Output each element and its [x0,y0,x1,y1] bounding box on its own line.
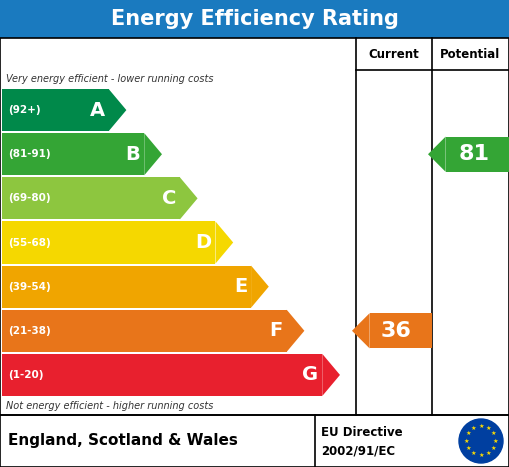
Text: 2002/91/EC: 2002/91/EC [321,445,395,458]
Text: Energy Efficiency Rating: Energy Efficiency Rating [110,9,399,29]
Circle shape [459,419,503,463]
Text: ★: ★ [491,431,496,436]
Text: G: G [302,366,318,384]
Bar [0,0,509,38]
Text: F: F [269,321,282,340]
Text: (21-38): (21-38) [8,326,51,336]
Bar [2,177,180,219]
Bar [2,354,322,396]
Text: E: E [234,277,247,296]
Polygon shape [215,221,233,263]
Text: 81: 81 [459,144,490,164]
Text: (55-68): (55-68) [8,238,51,248]
Text: D: D [195,233,211,252]
Bar [0,38,509,415]
Text: ★: ★ [466,446,471,451]
Polygon shape [287,310,304,352]
Bar [370,313,432,348]
Polygon shape [109,89,126,131]
Text: ★: ★ [491,446,496,451]
Text: (92+): (92+) [8,105,41,115]
Text: Not energy efficient - higher running costs: Not energy efficient - higher running co… [6,401,213,411]
Text: England, Scotland & Wales: England, Scotland & Wales [8,433,238,448]
Bar [2,133,144,175]
Text: ★: ★ [466,431,471,436]
Text: Potential: Potential [440,48,501,61]
Text: ★: ★ [464,439,469,444]
Bar [0,415,509,467]
Bar [2,266,251,308]
Text: (81-91): (81-91) [8,149,50,159]
Text: Current: Current [369,48,419,61]
Text: B: B [126,145,140,164]
Polygon shape [428,136,446,172]
Text: (39-54): (39-54) [8,282,51,292]
Text: ★: ★ [486,451,491,456]
Bar [2,310,287,352]
Text: Very energy efficient - lower running costs: Very energy efficient - lower running co… [6,74,213,84]
Text: ★: ★ [478,453,484,458]
Text: 36: 36 [381,321,411,341]
Text: EU Directive: EU Directive [321,425,403,439]
Polygon shape [352,313,370,348]
Bar [446,136,509,172]
Text: C: C [161,189,176,208]
Text: ★: ★ [478,424,484,429]
Text: ★: ★ [493,439,498,444]
Polygon shape [144,133,162,175]
Polygon shape [322,354,340,396]
Text: ★: ★ [471,451,476,456]
Text: ★: ★ [471,426,476,431]
Bar [2,89,109,131]
Polygon shape [251,266,269,308]
Polygon shape [180,177,197,219]
Text: ★: ★ [486,426,491,431]
Text: (69-80): (69-80) [8,193,50,203]
Bar [2,221,215,263]
Text: (1-20): (1-20) [8,370,43,380]
Text: A: A [90,100,105,120]
